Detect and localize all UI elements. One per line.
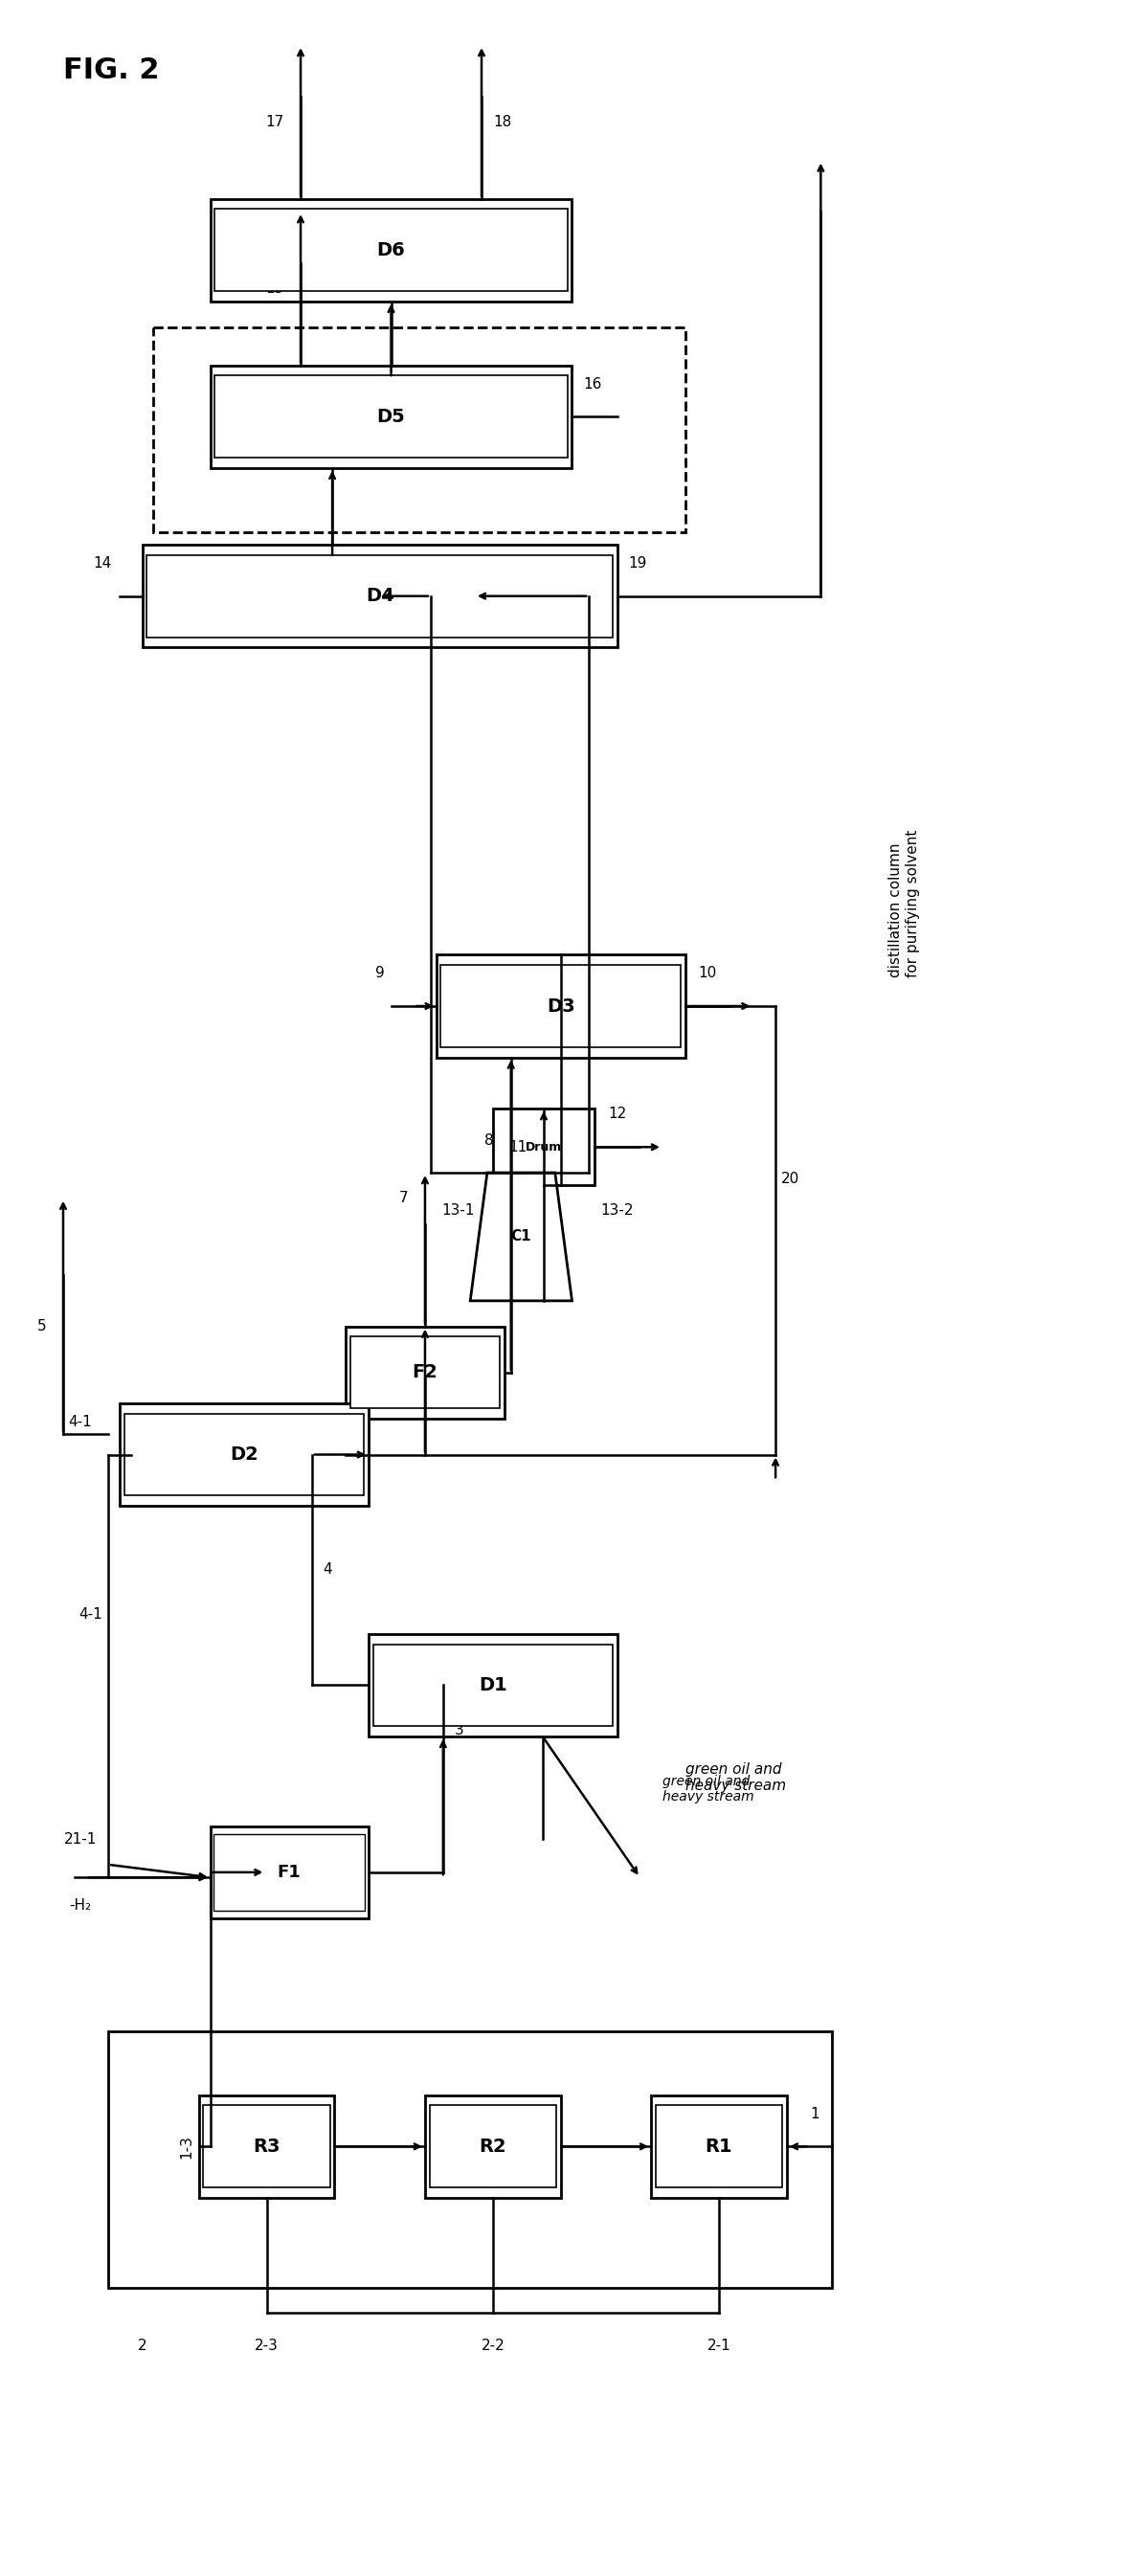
Bar (368, 1633, 618, 1736)
Text: 15: 15 (265, 281, 284, 296)
Text: 2: 2 (137, 2339, 146, 2352)
Text: D4: D4 (366, 587, 394, 605)
Bar (426, 2094, 561, 2197)
Text: D1: D1 (478, 1677, 507, 1695)
Text: R1: R1 (706, 2138, 732, 2156)
Bar (436, 956, 685, 1056)
Text: 2-2: 2-2 (480, 2339, 505, 2352)
Bar (199, 2094, 334, 2197)
Bar (651, 2094, 787, 2197)
Text: distillation column
for purifying solvent: distillation column for purifying solven… (889, 829, 920, 976)
Text: 11: 11 (508, 1139, 526, 1154)
Bar (109, 2032, 832, 2287)
Text: D6: D6 (376, 242, 405, 260)
Text: 4-1: 4-1 (69, 1414, 92, 1430)
Bar (204, 2105, 329, 2187)
Text: R3: R3 (253, 2138, 280, 2156)
Bar (345, 1327, 505, 1419)
Text: 17: 17 (265, 116, 284, 129)
Text: D5: D5 (376, 407, 405, 425)
Text: green oil and
heavy stream: green oil and heavy stream (685, 1762, 786, 1793)
Bar (429, 2105, 556, 2187)
Text: 1-3: 1-3 (178, 2136, 193, 2159)
Text: 18: 18 (493, 116, 511, 129)
Text: 14: 14 (94, 556, 112, 569)
Text: 16: 16 (583, 376, 602, 392)
Text: 9: 9 (375, 966, 384, 981)
Bar (153, 327, 685, 533)
Text: 10: 10 (699, 966, 717, 981)
Bar (440, 966, 681, 1046)
Text: 5: 5 (37, 1319, 46, 1334)
Bar (210, 198, 572, 301)
Text: 4: 4 (324, 1564, 333, 1577)
Bar (210, 1826, 368, 1919)
Bar (142, 544, 618, 647)
Text: 19: 19 (628, 556, 648, 569)
Text: 4-1: 4-1 (79, 1607, 103, 1623)
Text: 8: 8 (485, 1133, 494, 1149)
Text: green oil and
heavy stream: green oil and heavy stream (662, 1775, 754, 1803)
Text: C1: C1 (510, 1229, 532, 1244)
Text: 20: 20 (781, 1172, 800, 1188)
Bar (373, 1643, 613, 1726)
Text: 12: 12 (607, 1108, 627, 1121)
Bar (215, 376, 567, 459)
Text: 13-1: 13-1 (442, 1203, 475, 1218)
Bar (215, 209, 567, 291)
Text: R2: R2 (479, 2138, 507, 2156)
Text: 2-3: 2-3 (255, 2339, 279, 2352)
Text: 2-1: 2-1 (707, 2339, 731, 2352)
Bar (214, 1834, 365, 1911)
Bar (350, 1337, 500, 1409)
Text: 6: 6 (436, 1358, 446, 1373)
Bar (493, 1108, 595, 1185)
Text: 3: 3 (454, 1723, 463, 1736)
Text: D3: D3 (547, 997, 575, 1015)
Polygon shape (470, 1172, 572, 1301)
Text: Drum: Drum (525, 1141, 562, 1154)
Text: -H₂: -H₂ (69, 1899, 92, 1911)
Bar (125, 1414, 364, 1497)
Bar (120, 1404, 368, 1507)
Bar (146, 554, 613, 636)
Text: FIG. 2: FIG. 2 (63, 57, 159, 85)
Bar (210, 366, 572, 469)
Text: D2: D2 (230, 1445, 259, 1463)
Bar (656, 2105, 782, 2187)
Text: F1: F1 (278, 1862, 301, 1880)
Text: 1: 1 (810, 2107, 820, 2120)
Text: 13-2: 13-2 (601, 1203, 634, 1218)
Text: F2: F2 (412, 1363, 438, 1381)
Text: 21-1: 21-1 (64, 1832, 96, 1847)
Text: 7: 7 (399, 1190, 408, 1206)
